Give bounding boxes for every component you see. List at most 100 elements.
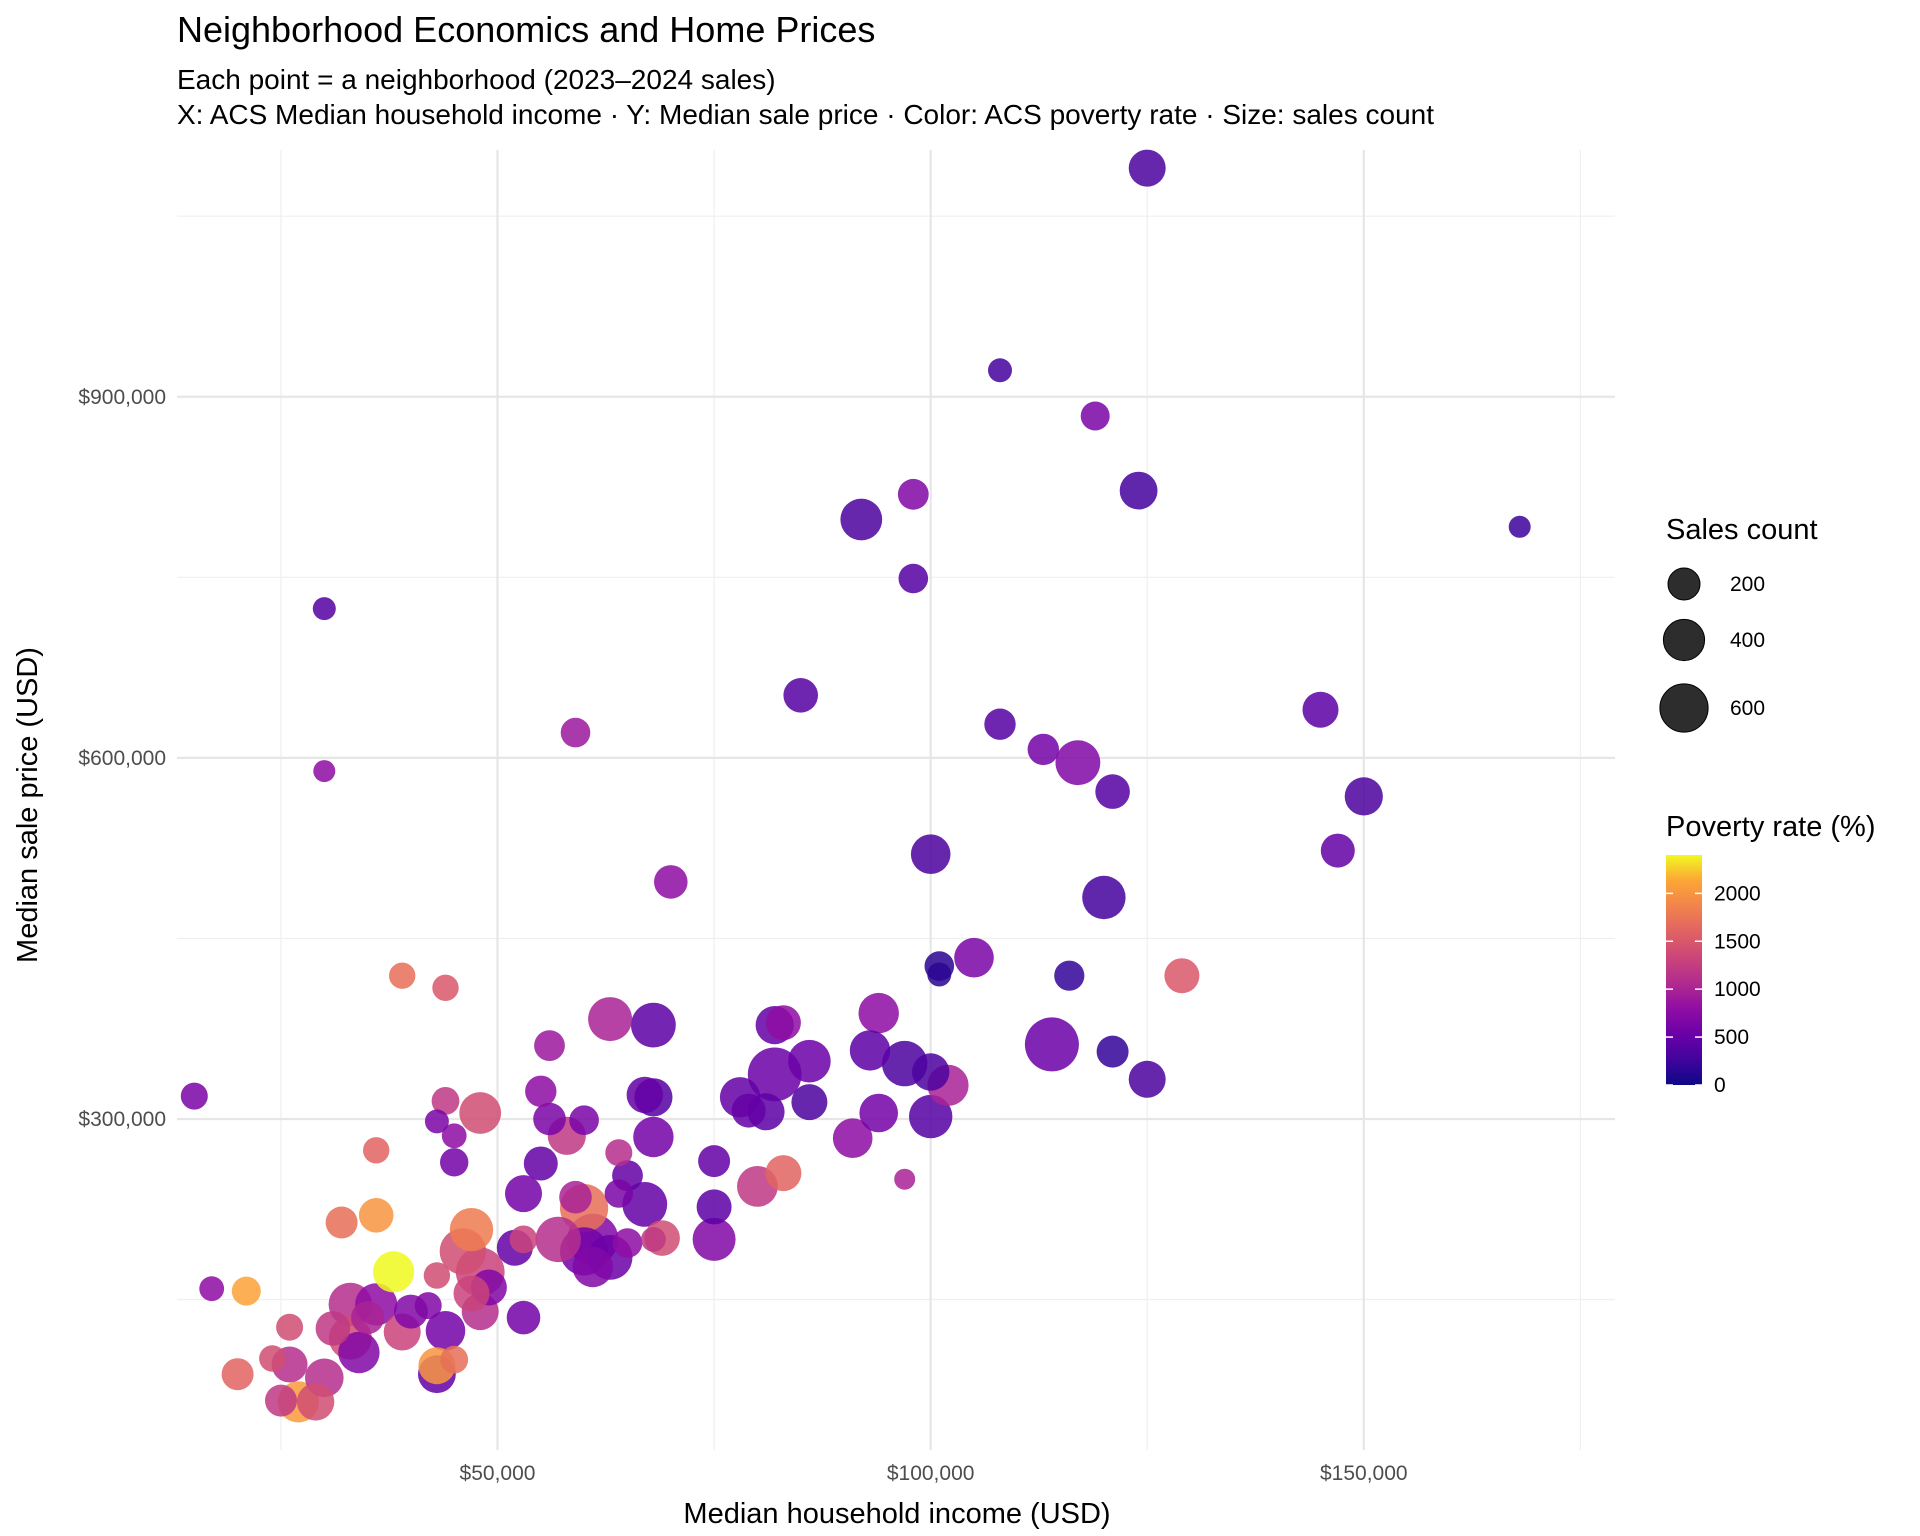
scatter-point (910, 834, 951, 874)
scatter-point (358, 1198, 394, 1233)
scatter-point (560, 717, 591, 748)
scatter-point (459, 1092, 502, 1134)
scatter-point (351, 1301, 385, 1335)
scatter-point (783, 678, 818, 713)
scatter-point (988, 358, 1012, 383)
scatter-point (325, 1206, 358, 1239)
chart-title: Neighborhood Economics and Home Prices (177, 9, 875, 50)
x-axis-title: Median household income (USD) (683, 1498, 1110, 1530)
scatter-point (1082, 875, 1126, 920)
scatter-point (791, 1084, 828, 1121)
scatter-point (731, 1093, 766, 1128)
scatter-point (1096, 1035, 1129, 1068)
size-legend-symbol (1667, 567, 1701, 601)
x-tick-label: $100,000 (887, 1462, 975, 1485)
scatter-point (641, 1227, 666, 1252)
scatter-point (535, 1216, 581, 1263)
size-legend-symbol (1662, 618, 1706, 662)
scatter-point (449, 1208, 494, 1252)
scatter-point (389, 962, 416, 989)
scatter-point (954, 937, 994, 978)
scatter-point (505, 1175, 542, 1213)
scatter-point (296, 1383, 335, 1421)
color-legend-title: Poverty rate (%) (1666, 811, 1876, 843)
scatter-point (373, 1251, 415, 1293)
scatter-point (859, 1093, 898, 1133)
scatter-point (338, 1331, 380, 1374)
scatter-point (1128, 149, 1166, 187)
scatter-point (363, 1137, 390, 1164)
scatter-point (912, 1053, 950, 1091)
scatter-point (631, 1002, 676, 1048)
scatter-point (622, 1182, 668, 1227)
scatter-point (414, 1292, 442, 1320)
scatter-point (312, 597, 336, 621)
scatter-point (265, 1384, 297, 1417)
scatter-point (1095, 774, 1130, 809)
scatter-point (533, 1102, 566, 1136)
scatter-point (765, 1005, 801, 1041)
scatter-point (431, 1087, 460, 1115)
scatter-point (849, 1030, 891, 1071)
scatter-point (424, 1109, 449, 1134)
y-tick-label: $900,000 (78, 386, 166, 409)
y-axis-ticks: $300,000 $600,000 $900,000 (78, 386, 166, 1131)
size-legend-label: 600 (1730, 697, 1765, 720)
scatter-point (440, 1148, 469, 1177)
chart-subtitle-line-1: Each point = a neighborhood (2023–2024 s… (177, 64, 776, 95)
scatter-point (1080, 401, 1110, 431)
scatter-point (927, 962, 952, 987)
scatter-point (604, 1179, 633, 1208)
scatter-point (180, 1082, 208, 1110)
scatter-point (1164, 958, 1200, 994)
color-legend: Poverty rate (%) 0 500 1000 1500 2000 (1666, 811, 1876, 1097)
scatter-point (858, 992, 899, 1034)
scatter-point (199, 1276, 225, 1302)
x-tick-label: $150,000 (1320, 1462, 1408, 1485)
scatter-point (1024, 1017, 1079, 1072)
data-points (180, 149, 1531, 1423)
scatter-point (315, 1311, 351, 1346)
scatter-point (1055, 740, 1101, 786)
scatter-point (1508, 515, 1531, 538)
chart-subtitle-line-2: X: ACS Median household income · Y: Medi… (177, 99, 1434, 130)
scatter-point (840, 498, 883, 541)
scatter-point (612, 1228, 643, 1258)
scatter-point (832, 1118, 873, 1158)
color-legend-ticks: 0 500 1000 1500 2000 (1666, 882, 1761, 1097)
scatter-point (569, 1105, 599, 1135)
scatter-point (441, 1123, 467, 1149)
y-tick-label: $300,000 (78, 1108, 166, 1131)
scatter-point (588, 997, 633, 1042)
scatter-point (523, 1146, 558, 1181)
scatter-point (633, 1116, 674, 1158)
scatter-point (313, 760, 336, 783)
scatter-point (525, 1075, 557, 1108)
scatter-point (1128, 1060, 1166, 1098)
scatter-point (506, 1300, 541, 1335)
x-axis-ticks: $50,000 $100,000 $150,000 (460, 1462, 1408, 1485)
scatter-point (605, 1139, 633, 1167)
scatter-point (1302, 691, 1339, 728)
size-legend-label: 200 (1730, 573, 1765, 596)
size-legend-items: 200 400 600 (1659, 567, 1765, 733)
y-axis-title: Median sale price (USD) (12, 647, 44, 963)
scatter-point (698, 1145, 731, 1178)
scatter-point (440, 1345, 469, 1374)
scatter-point (559, 1180, 592, 1214)
scatter-point (984, 708, 1016, 740)
scatter-point (259, 1345, 286, 1372)
scatter-point (276, 1313, 304, 1341)
scatter-point (1119, 471, 1158, 510)
scatter-point (654, 865, 688, 899)
grid-lines (177, 150, 1615, 1450)
scatter-point (231, 1276, 261, 1306)
scatter-point (1344, 777, 1383, 816)
scatter-point (696, 1189, 732, 1225)
scatter-point (572, 1246, 613, 1288)
scatter-point (894, 1168, 916, 1190)
color-legend-bar (1666, 855, 1702, 1085)
color-legend-label: 1000 (1714, 978, 1761, 1001)
